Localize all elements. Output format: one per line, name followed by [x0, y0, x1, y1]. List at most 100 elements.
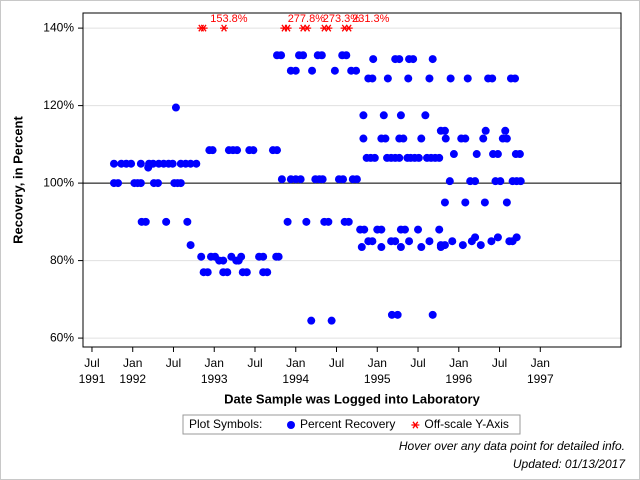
point	[435, 153, 444, 162]
asterisk-point	[283, 24, 292, 32]
point	[395, 153, 404, 162]
point	[263, 268, 272, 277]
point	[440, 241, 449, 250]
point	[109, 159, 118, 168]
point	[318, 175, 327, 184]
y-tick-label: 120%	[43, 98, 74, 112]
point	[302, 217, 311, 226]
point	[425, 74, 434, 83]
point	[471, 233, 480, 242]
point	[417, 134, 426, 143]
point	[307, 316, 316, 325]
point	[440, 198, 449, 207]
x-tick-label: Jul	[165, 356, 182, 370]
point	[501, 126, 510, 135]
point	[219, 256, 228, 265]
point	[234, 256, 243, 265]
point	[277, 51, 286, 60]
point	[249, 146, 258, 155]
asterisk-point	[199, 24, 208, 32]
x-tick-label: Jan 1995	[363, 356, 391, 386]
footnote: Hover over any data point for detailed i…	[399, 439, 625, 453]
point	[342, 51, 351, 60]
point	[493, 233, 502, 242]
point	[461, 134, 470, 143]
point	[511, 74, 520, 83]
point	[417, 243, 426, 252]
x-tick-label: Jan 1994	[282, 356, 310, 386]
point	[391, 237, 400, 246]
point	[393, 310, 402, 319]
point	[299, 51, 308, 60]
x-tick-label: Jul	[410, 356, 426, 370]
point	[472, 150, 481, 159]
point	[479, 134, 488, 143]
point	[441, 134, 450, 143]
y-tick-label: 80%	[50, 253, 74, 267]
point	[428, 310, 437, 319]
legend-label: Off-scale Y-Axis	[424, 417, 508, 431]
legend-label: Percent Recovery	[300, 417, 395, 431]
point	[223, 268, 232, 277]
x-tick-label: Jan 1992	[119, 356, 147, 386]
point	[435, 225, 444, 234]
point	[449, 150, 458, 159]
point	[400, 225, 409, 234]
asterisk-point	[344, 24, 353, 32]
point	[409, 55, 418, 64]
point	[274, 252, 283, 261]
annotation: 273.3%	[323, 13, 361, 25]
point	[186, 159, 195, 168]
point	[176, 179, 185, 188]
point	[461, 198, 470, 207]
point	[395, 55, 404, 64]
x-tick-label: Jul 1991	[78, 356, 106, 386]
point	[515, 150, 524, 159]
point	[502, 134, 511, 143]
x-tick-label: Jul	[328, 356, 345, 370]
x-tick-label: Jan 1997	[526, 356, 554, 386]
point	[287, 421, 295, 429]
x-tick-label: Jul	[247, 356, 263, 370]
point	[399, 134, 408, 143]
point	[379, 111, 388, 120]
point	[481, 126, 490, 135]
point	[360, 225, 369, 234]
point	[396, 111, 405, 120]
y-tick-label: 100%	[43, 175, 74, 189]
point	[383, 74, 392, 83]
point	[308, 66, 317, 75]
point	[162, 217, 171, 226]
legend-box	[182, 414, 521, 435]
point	[368, 74, 377, 83]
point	[273, 146, 282, 155]
point	[136, 179, 145, 188]
point	[136, 159, 145, 168]
point	[153, 179, 162, 188]
point	[387, 310, 396, 319]
point	[487, 237, 496, 246]
point	[344, 217, 353, 226]
asterisk-point	[220, 24, 229, 32]
point	[352, 66, 361, 75]
point	[405, 237, 414, 246]
annotation: 231.3%	[352, 13, 390, 25]
legend-title: Plot Symbols:	[189, 417, 262, 431]
y-tick-label: 60%	[50, 330, 74, 344]
point	[324, 217, 333, 226]
point	[114, 179, 123, 188]
point	[370, 153, 379, 162]
point	[368, 237, 377, 246]
plot-frame	[82, 12, 622, 348]
asterisk-point	[324, 24, 333, 32]
point	[183, 217, 192, 226]
point	[330, 66, 339, 75]
x-tick-label: Jan 1996	[445, 356, 473, 386]
point	[445, 177, 454, 186]
point	[463, 74, 472, 83]
x-tick-label: Jul	[491, 356, 508, 370]
point	[496, 177, 505, 186]
point	[414, 225, 423, 234]
